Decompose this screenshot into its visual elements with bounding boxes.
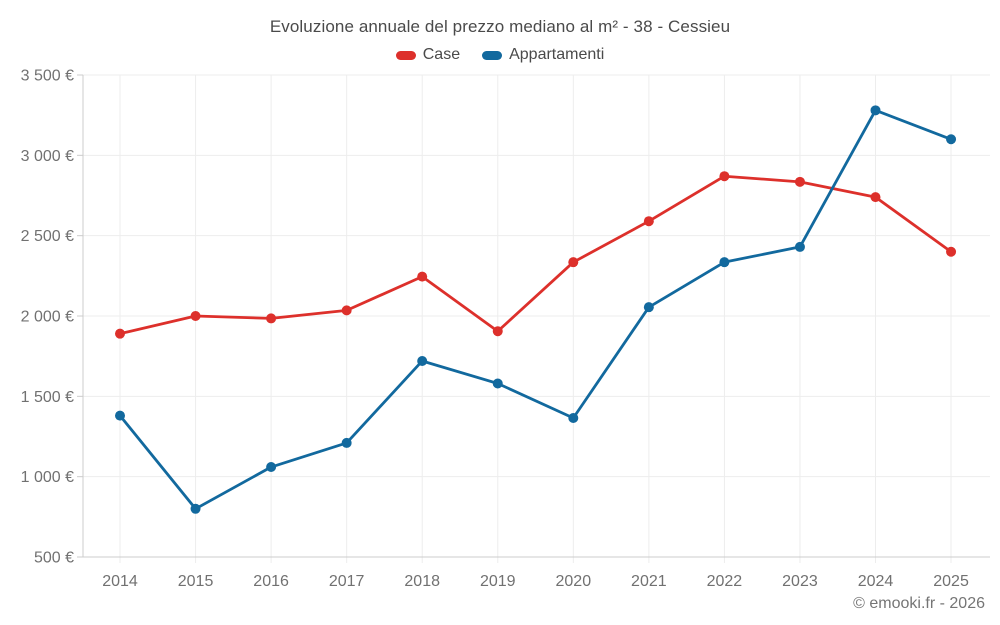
data-point-appartamenti-2015[interactable]: [190, 503, 201, 514]
appartamenti-series-swatch-icon: [482, 50, 503, 60]
data-point-case-2015[interactable]: [190, 311, 201, 321]
series-line-case: [118, 174, 953, 336]
data-point-case-2014[interactable]: [115, 328, 125, 339]
legend-label-case: Case: [422, 46, 461, 63]
y-tick-label: 500 €: [34, 550, 74, 567]
data-point-appartamenti-2020[interactable]: [568, 413, 579, 424]
data-point-appartamenti-2017[interactable]: [341, 437, 352, 448]
y-tick-label: 1 000 €: [21, 469, 74, 486]
y-tick-label: 2 000 €: [21, 309, 74, 326]
data-point-case-2019[interactable]: [492, 326, 503, 337]
y-tick-label: 3 500 €: [21, 68, 74, 85]
x-tick-label: 2018: [404, 573, 440, 590]
data-point-case-2020[interactable]: [568, 257, 579, 268]
data-point-appartamenti-2019[interactable]: [492, 378, 503, 389]
series-line-appartamenti: [118, 108, 953, 511]
data-point-appartamenti-2021[interactable]: [643, 302, 654, 313]
data-point-appartamenti-2023[interactable]: [794, 241, 805, 252]
data-point-case-2018[interactable]: [417, 271, 428, 282]
chart-legend: Case Appartamenti: [0, 46, 1000, 64]
x-tick-label: 2025: [933, 573, 969, 590]
legend-item-appartamenti[interactable]: Appartamenti: [482, 46, 604, 64]
x-tick-label: 2017: [329, 573, 365, 590]
x-tick-label: 2014: [102, 573, 138, 590]
data-point-appartamenti-2022[interactable]: [719, 257, 730, 268]
x-tick-label: 2019: [480, 573, 516, 590]
legend-label-appartamenti: Appartamenti: [509, 46, 605, 63]
data-point-case-2024[interactable]: [870, 192, 881, 203]
y-tick-label: 2 500 €: [21, 228, 74, 245]
x-tick-label: 2021: [631, 573, 667, 590]
case-series-swatch-icon: [395, 50, 416, 60]
data-point-case-2016[interactable]: [266, 313, 277, 324]
x-tick-label: 2023: [782, 573, 818, 590]
data-point-appartamenti-2016[interactable]: [266, 462, 277, 473]
y-tick-label: 3 000 €: [21, 148, 74, 165]
data-point-appartamenti-2024[interactable]: [870, 105, 881, 116]
data-point-case-2025[interactable]: [946, 246, 957, 257]
data-point-appartamenti-2018[interactable]: [417, 355, 428, 366]
legend-item-case[interactable]: Case: [395, 46, 461, 64]
x-tick-label: 2016: [253, 573, 289, 590]
x-tick-label: 2024: [858, 573, 894, 590]
y-tick-label: 1 500 €: [21, 389, 74, 406]
data-point-case-2023[interactable]: [794, 176, 805, 187]
x-tick-label: 2022: [707, 573, 743, 590]
data-point-appartamenti-2025[interactable]: [946, 134, 957, 145]
chart-title: Evoluzione annuale del prezzo mediano al…: [269, 17, 731, 36]
x-tick-label: 2015: [178, 573, 214, 590]
data-point-case-2021[interactable]: [643, 216, 654, 227]
data-point-case-2017[interactable]: [341, 305, 352, 316]
x-tick-label: 2020: [556, 573, 592, 590]
data-point-appartamenti-2014[interactable]: [115, 410, 125, 421]
data-point-case-2022[interactable]: [719, 171, 730, 182]
copyright-watermark: © emooki.fr - 2026: [853, 595, 985, 612]
